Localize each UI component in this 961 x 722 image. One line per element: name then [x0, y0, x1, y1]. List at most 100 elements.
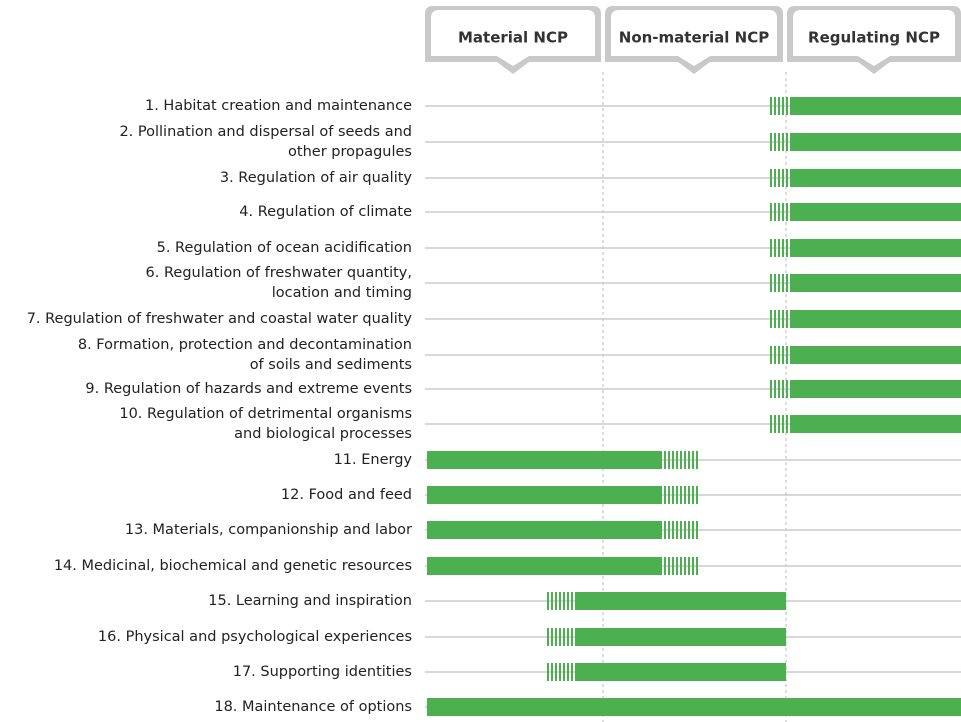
bar-stripe — [782, 274, 784, 292]
bar-stripe — [660, 521, 662, 539]
row-label: 4. Regulation of climate — [239, 204, 412, 220]
bar-stripe — [692, 486, 694, 504]
row-label: 5. Regulation of ocean acidification — [157, 240, 412, 256]
bar-stripe — [774, 310, 776, 328]
tab-label: Regulating NCP — [808, 29, 940, 47]
bar-stripe — [696, 557, 698, 575]
bar-stripe — [668, 486, 670, 504]
bar-stripe — [680, 486, 682, 504]
bar-stripe — [660, 451, 662, 469]
bar-stripe — [660, 557, 662, 575]
bar-stripe — [668, 451, 670, 469]
bar-stripe — [782, 239, 784, 257]
bar-stripe — [770, 239, 772, 257]
bar-stripe — [680, 521, 682, 539]
bar-stripe — [782, 346, 784, 364]
bar-stripe — [684, 486, 686, 504]
bar — [790, 310, 961, 328]
bar-stripe — [571, 628, 573, 646]
bar-stripe — [782, 310, 784, 328]
bar — [790, 380, 961, 398]
bar-stripe — [672, 521, 674, 539]
bar-stripe — [786, 169, 788, 187]
bar-stripe — [786, 415, 788, 433]
bar-stripe — [547, 592, 549, 610]
bar-stripe — [778, 380, 780, 398]
bar-stripe — [563, 628, 565, 646]
bar-stripe — [770, 415, 772, 433]
bar-stripe — [786, 274, 788, 292]
row-label: 10. Regulation of detrimental organisms — [119, 406, 412, 422]
bar-stripe — [551, 628, 553, 646]
bar-stripe — [660, 486, 662, 504]
bar-stripe — [668, 521, 670, 539]
bar-stripe — [551, 592, 553, 610]
tab — [793, 10, 955, 66]
bar-stripe — [672, 451, 674, 469]
bar-stripe — [567, 592, 569, 610]
bar-stripe — [684, 557, 686, 575]
tab — [431, 10, 595, 66]
bar-stripe — [778, 203, 780, 221]
bar-stripe — [778, 133, 780, 151]
bar-stripe — [672, 557, 674, 575]
bar — [577, 628, 786, 646]
bar-stripe — [786, 203, 788, 221]
bar-stripe — [555, 628, 557, 646]
bar-stripe — [770, 169, 772, 187]
bar-stripe — [770, 97, 772, 115]
row-label: and biological processes — [234, 426, 412, 442]
bar-stripe — [684, 451, 686, 469]
bar — [427, 698, 961, 716]
bar-stripe — [778, 415, 780, 433]
bar-stripe — [696, 486, 698, 504]
bar-stripe — [770, 133, 772, 151]
bar-stripe — [563, 592, 565, 610]
bar-stripe — [782, 380, 784, 398]
bar-stripe — [774, 239, 776, 257]
bar-stripe — [676, 557, 678, 575]
row-label: 14. Medicinal, biochemical and genetic r… — [54, 558, 412, 574]
bar-stripe — [567, 663, 569, 681]
bar-stripe — [571, 592, 573, 610]
bar-stripe — [664, 451, 666, 469]
bar-stripe — [555, 592, 557, 610]
bar-stripe — [688, 521, 690, 539]
bar — [577, 592, 786, 610]
bar-stripe — [786, 97, 788, 115]
bar-stripe — [559, 592, 561, 610]
bar — [427, 557, 660, 575]
bar-stripe — [559, 628, 561, 646]
bar-stripe — [676, 521, 678, 539]
bar-stripe — [684, 521, 686, 539]
bar — [790, 133, 961, 151]
bar-stripe — [547, 628, 549, 646]
bar-stripe — [692, 557, 694, 575]
row-label: 11. Energy — [334, 452, 413, 468]
row-label: 1. Habitat creation and maintenance — [145, 98, 412, 114]
bar-stripe — [782, 97, 784, 115]
bar-stripe — [676, 486, 678, 504]
bar — [790, 415, 961, 433]
bar-stripe — [571, 663, 573, 681]
bar-stripe — [547, 663, 549, 681]
row-label: 15. Learning and inspiration — [208, 593, 412, 609]
bar-stripe — [774, 380, 776, 398]
bar — [790, 346, 961, 364]
bar-stripe — [774, 346, 776, 364]
bar-stripe — [696, 521, 698, 539]
bar-stripe — [575, 663, 577, 681]
bar-stripe — [696, 451, 698, 469]
bar-stripe — [770, 310, 772, 328]
row-label: 18. Maintenance of options — [214, 699, 412, 715]
tab-label: Material NCP — [458, 29, 568, 47]
row-label: 3. Regulation of air quality — [220, 170, 413, 186]
bar — [790, 97, 961, 115]
row-label: 9. Regulation of hazards and extreme eve… — [85, 381, 412, 397]
bar-stripe — [672, 486, 674, 504]
bar-stripe — [551, 663, 553, 681]
bar-stripe — [778, 239, 780, 257]
bar-stripe — [676, 451, 678, 469]
bar-stripe — [664, 486, 666, 504]
